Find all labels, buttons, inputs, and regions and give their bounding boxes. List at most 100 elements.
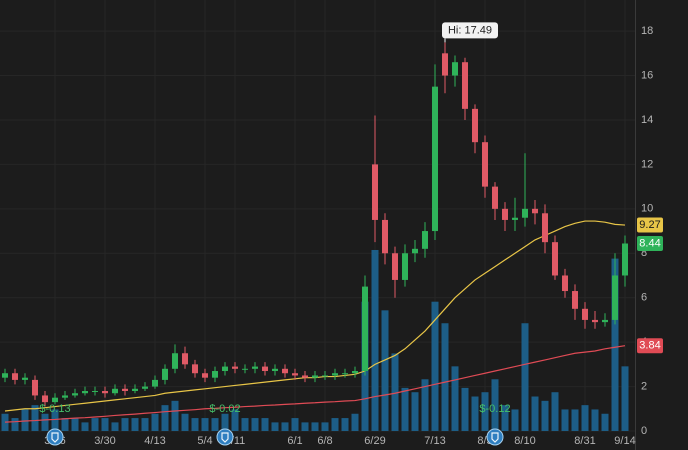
ma-long-price-tag-box bbox=[637, 338, 663, 354]
candle-body bbox=[382, 219, 388, 254]
candle-body bbox=[502, 208, 508, 220]
volume-bar bbox=[141, 418, 149, 431]
earnings-icon-glyph bbox=[221, 432, 229, 443]
moving-average-line bbox=[4, 345, 626, 423]
y-tick-label: 16 bbox=[641, 69, 653, 81]
volume-bar bbox=[591, 409, 599, 431]
ma-price-tag-box bbox=[637, 217, 663, 233]
y-tick-label: 12 bbox=[641, 158, 653, 170]
y-tick-label: 14 bbox=[641, 114, 653, 126]
y-tick-label: 18 bbox=[641, 25, 653, 37]
volume-bar bbox=[571, 409, 579, 431]
volume-bar bbox=[451, 366, 459, 431]
candle-body bbox=[182, 353, 188, 365]
volume-bar bbox=[411, 392, 419, 431]
y-tick-label: 2 bbox=[641, 380, 647, 392]
volume-bar bbox=[281, 422, 289, 431]
candle-body bbox=[312, 375, 318, 378]
volume-bar bbox=[211, 418, 219, 431]
volume-bar bbox=[221, 413, 229, 431]
volume-bar bbox=[91, 418, 99, 431]
earnings-label: $-0.13 bbox=[39, 403, 70, 415]
ma-long-price-tag: 3.84 bbox=[639, 340, 660, 352]
x-tick-label: 3/30 bbox=[94, 435, 115, 447]
volume-bar bbox=[41, 413, 49, 431]
candle-body bbox=[352, 371, 358, 374]
candle-body bbox=[492, 186, 498, 209]
volume-bar bbox=[521, 323, 529, 431]
candle-body bbox=[582, 308, 588, 320]
candle-body bbox=[412, 248, 418, 254]
x-tick-label: 6/29 bbox=[364, 435, 385, 447]
volume-bar bbox=[541, 400, 549, 431]
candle-body bbox=[82, 391, 88, 394]
candle-body bbox=[32, 379, 38, 396]
candle-body bbox=[602, 319, 608, 323]
x-tick-label: 8/31 bbox=[574, 435, 595, 447]
candle-body bbox=[282, 368, 288, 374]
candle-body bbox=[622, 243, 628, 276]
volume-bar bbox=[61, 418, 69, 431]
earnings-icon-glyph bbox=[491, 432, 499, 443]
candle-body bbox=[432, 86, 438, 232]
volume-bar bbox=[191, 418, 199, 431]
hi-label: Hi: 17.49 bbox=[448, 24, 492, 36]
candle-body bbox=[572, 291, 578, 309]
candle-body bbox=[42, 395, 48, 403]
volume-bar bbox=[121, 418, 129, 431]
volume-bar bbox=[291, 418, 299, 431]
earnings-label: $-0.12 bbox=[479, 403, 510, 415]
volume-bar bbox=[131, 418, 139, 431]
candle-body bbox=[152, 379, 158, 387]
x-tick-label: 6/8 bbox=[317, 435, 332, 447]
volume-bar bbox=[501, 405, 509, 431]
volume-bar bbox=[601, 413, 609, 431]
volume-bar bbox=[471, 396, 479, 431]
y-tick-label: 8 bbox=[641, 247, 647, 259]
candle-body bbox=[452, 62, 458, 76]
candle-body bbox=[102, 391, 108, 394]
volume-bar bbox=[391, 353, 399, 431]
candle-body bbox=[512, 217, 518, 220]
x-tick-label: 4/13 bbox=[144, 435, 165, 447]
volume-bar bbox=[11, 418, 19, 431]
candle-body bbox=[192, 364, 198, 374]
candle-body bbox=[472, 108, 478, 143]
volume-bar bbox=[371, 249, 379, 431]
volume-bar bbox=[251, 418, 259, 431]
volume-bar bbox=[51, 409, 59, 431]
volume-bar bbox=[71, 418, 79, 431]
volume-bar bbox=[351, 413, 359, 431]
candle-body bbox=[482, 142, 488, 187]
volume-bar bbox=[301, 422, 309, 431]
volume-bar bbox=[331, 418, 339, 431]
candle-body bbox=[132, 388, 138, 392]
volume-bar bbox=[461, 387, 469, 431]
candle-body bbox=[292, 373, 298, 376]
volume-bar bbox=[491, 379, 499, 431]
candle-body bbox=[142, 386, 148, 389]
candle-body bbox=[462, 62, 468, 109]
candle-body bbox=[22, 377, 28, 380]
x-tick-label: 6/1 bbox=[287, 435, 302, 447]
earnings-label: $-0.02 bbox=[209, 403, 240, 415]
volume-bar bbox=[151, 413, 159, 431]
volume-bar bbox=[421, 379, 429, 431]
volume-bar bbox=[1, 413, 9, 431]
candle-body bbox=[532, 208, 538, 214]
candle-body bbox=[552, 242, 558, 276]
earnings-icon bbox=[216, 428, 234, 446]
volume-bar bbox=[201, 418, 209, 431]
y-tick-label: 6 bbox=[641, 292, 647, 304]
x-tick-label: 7/13 bbox=[424, 435, 445, 447]
candle-body bbox=[122, 388, 128, 392]
volume-bar bbox=[171, 400, 179, 431]
candle-body bbox=[202, 373, 208, 378]
x-tick-label: 9/14 bbox=[614, 435, 635, 447]
x-tick-label: 8/10 bbox=[514, 435, 535, 447]
volume-bar bbox=[621, 366, 629, 431]
candle-body bbox=[562, 275, 568, 292]
volume-bar bbox=[341, 418, 349, 431]
candle-body bbox=[612, 275, 618, 320]
